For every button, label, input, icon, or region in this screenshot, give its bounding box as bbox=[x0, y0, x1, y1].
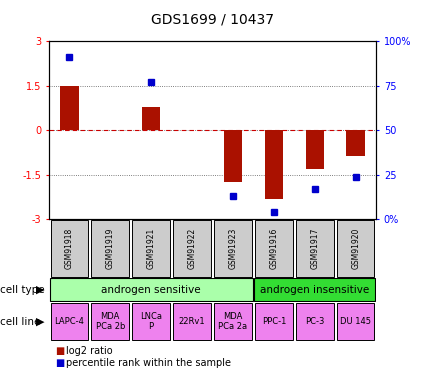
Text: MDA
PCa 2b: MDA PCa 2b bbox=[96, 312, 125, 331]
Text: LNCa
P: LNCa P bbox=[140, 312, 162, 331]
Text: androgen insensitive: androgen insensitive bbox=[260, 285, 369, 295]
FancyBboxPatch shape bbox=[173, 220, 211, 277]
Text: LAPC-4: LAPC-4 bbox=[54, 317, 84, 326]
FancyBboxPatch shape bbox=[91, 220, 129, 277]
Text: ■: ■ bbox=[55, 358, 65, 368]
FancyBboxPatch shape bbox=[50, 279, 252, 301]
Text: ▶: ▶ bbox=[36, 316, 45, 327]
Text: GSM91916: GSM91916 bbox=[269, 228, 278, 269]
FancyBboxPatch shape bbox=[254, 279, 375, 301]
Text: PPC-1: PPC-1 bbox=[262, 317, 286, 326]
Text: ■: ■ bbox=[55, 346, 65, 356]
Text: DU 145: DU 145 bbox=[340, 317, 371, 326]
Text: GSM91918: GSM91918 bbox=[65, 228, 74, 269]
Bar bbox=[265, 130, 283, 199]
FancyBboxPatch shape bbox=[296, 303, 334, 340]
Text: log2 ratio: log2 ratio bbox=[66, 346, 113, 356]
FancyBboxPatch shape bbox=[255, 303, 293, 340]
Bar bbox=[346, 130, 365, 156]
Bar bbox=[306, 130, 324, 169]
Text: PC-3: PC-3 bbox=[305, 317, 324, 326]
Bar bbox=[224, 130, 242, 182]
Text: percentile rank within the sample: percentile rank within the sample bbox=[66, 358, 231, 368]
FancyBboxPatch shape bbox=[337, 220, 374, 277]
Text: MDA
PCa 2a: MDA PCa 2a bbox=[218, 312, 247, 331]
Text: cell type: cell type bbox=[0, 285, 45, 295]
Text: GSM91922: GSM91922 bbox=[187, 228, 196, 269]
Bar bbox=[142, 106, 160, 130]
FancyBboxPatch shape bbox=[51, 303, 88, 340]
Text: cell line: cell line bbox=[0, 316, 40, 327]
FancyBboxPatch shape bbox=[173, 303, 211, 340]
Text: GSM91923: GSM91923 bbox=[229, 228, 238, 269]
FancyBboxPatch shape bbox=[337, 303, 374, 340]
Text: androgen sensitive: androgen sensitive bbox=[101, 285, 201, 295]
Bar bbox=[60, 86, 79, 130]
Text: 22Rv1: 22Rv1 bbox=[179, 317, 205, 326]
Text: GSM91917: GSM91917 bbox=[310, 228, 319, 269]
FancyBboxPatch shape bbox=[91, 303, 129, 340]
FancyBboxPatch shape bbox=[296, 220, 334, 277]
FancyBboxPatch shape bbox=[132, 220, 170, 277]
FancyBboxPatch shape bbox=[132, 303, 170, 340]
FancyBboxPatch shape bbox=[51, 220, 88, 277]
Text: ▶: ▶ bbox=[36, 285, 45, 295]
FancyBboxPatch shape bbox=[214, 220, 252, 277]
Text: GDS1699 / 10437: GDS1699 / 10437 bbox=[151, 12, 274, 26]
Text: GSM91920: GSM91920 bbox=[351, 228, 360, 269]
FancyBboxPatch shape bbox=[255, 220, 293, 277]
Text: GSM91921: GSM91921 bbox=[147, 228, 156, 269]
FancyBboxPatch shape bbox=[214, 303, 252, 340]
Text: GSM91919: GSM91919 bbox=[106, 228, 115, 269]
